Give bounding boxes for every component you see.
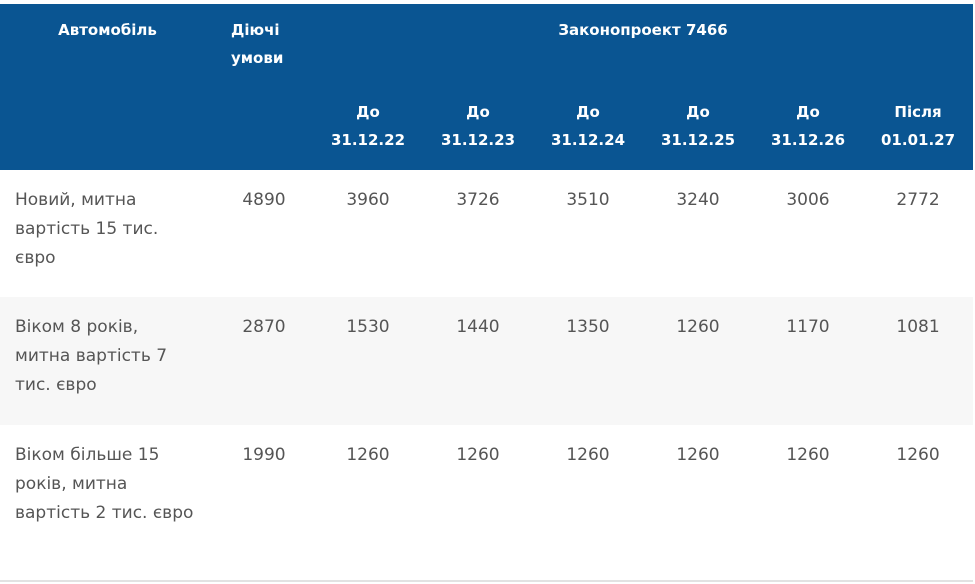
- value-cell: 3240: [676, 190, 720, 210]
- value-cell: 1260: [863, 425, 974, 582]
- value-cell: 3960: [346, 190, 390, 210]
- header-row-periods: До 31.12.22 До 31.12.23 До 31.12.24 До 31.12…: [0, 90, 974, 170]
- header-current-conditions: Діючі умови: [215, 4, 313, 170]
- value-cell: 1260: [423, 425, 533, 582]
- value-cell: 1440: [423, 297, 533, 425]
- car-description: Віком 8 років, митна вартість 7 тис. євр…: [0, 297, 215, 425]
- value-cell: 3726: [456, 190, 500, 210]
- value-cell: 1170: [753, 297, 863, 425]
- value-cell: 4890: [242, 190, 286, 210]
- value-cell: 1260: [643, 297, 753, 425]
- customs-table: Автомобіль Діючі умови Законопроект 7466…: [0, 4, 974, 582]
- header-period: До 31.12.22: [313, 90, 423, 170]
- value-cell: 1081: [863, 297, 974, 425]
- car-description: Віком більше 15 років, митна вартість 2 …: [0, 425, 215, 582]
- value-cell: 1260: [533, 425, 643, 582]
- header-period: До 31.12.24: [533, 90, 643, 170]
- table-row: Новий, митна вартість 15 тис. євро 4890 …: [0, 170, 973, 297]
- value-cell: 2772: [896, 190, 940, 210]
- header-period: До 31.12.26: [753, 90, 863, 170]
- header-period: Після 01.01.27: [863, 90, 974, 170]
- header-row-top: Автомобіль Діючі умови Законопроект 7466: [0, 4, 974, 170]
- value-cell: 3006: [786, 190, 830, 210]
- header-bill: Законопроект 7466: [313, 4, 974, 90]
- header-period: До 31.12.23: [423, 90, 533, 170]
- value-cell: 1260: [753, 425, 863, 582]
- value-cell: 1990: [215, 425, 313, 582]
- value-cell: 1350: [533, 297, 643, 425]
- table-row: Віком 8 років, митна вартість 7 тис. євр…: [0, 297, 974, 425]
- value-cell: 1260: [313, 425, 423, 582]
- car-description: Новий, митна вартість 15 тис. євро: [15, 190, 159, 268]
- value-cell: 1530: [313, 297, 423, 425]
- header-period: До 31.12.25: [643, 90, 753, 170]
- value-cell: 3510: [566, 190, 610, 210]
- table-row: Віком більше 15 років, митна вартість 2 …: [0, 425, 974, 582]
- value-cell: 2870: [215, 297, 313, 425]
- header-car: Автомобіль: [0, 4, 215, 170]
- value-cell: 1260: [643, 425, 753, 582]
